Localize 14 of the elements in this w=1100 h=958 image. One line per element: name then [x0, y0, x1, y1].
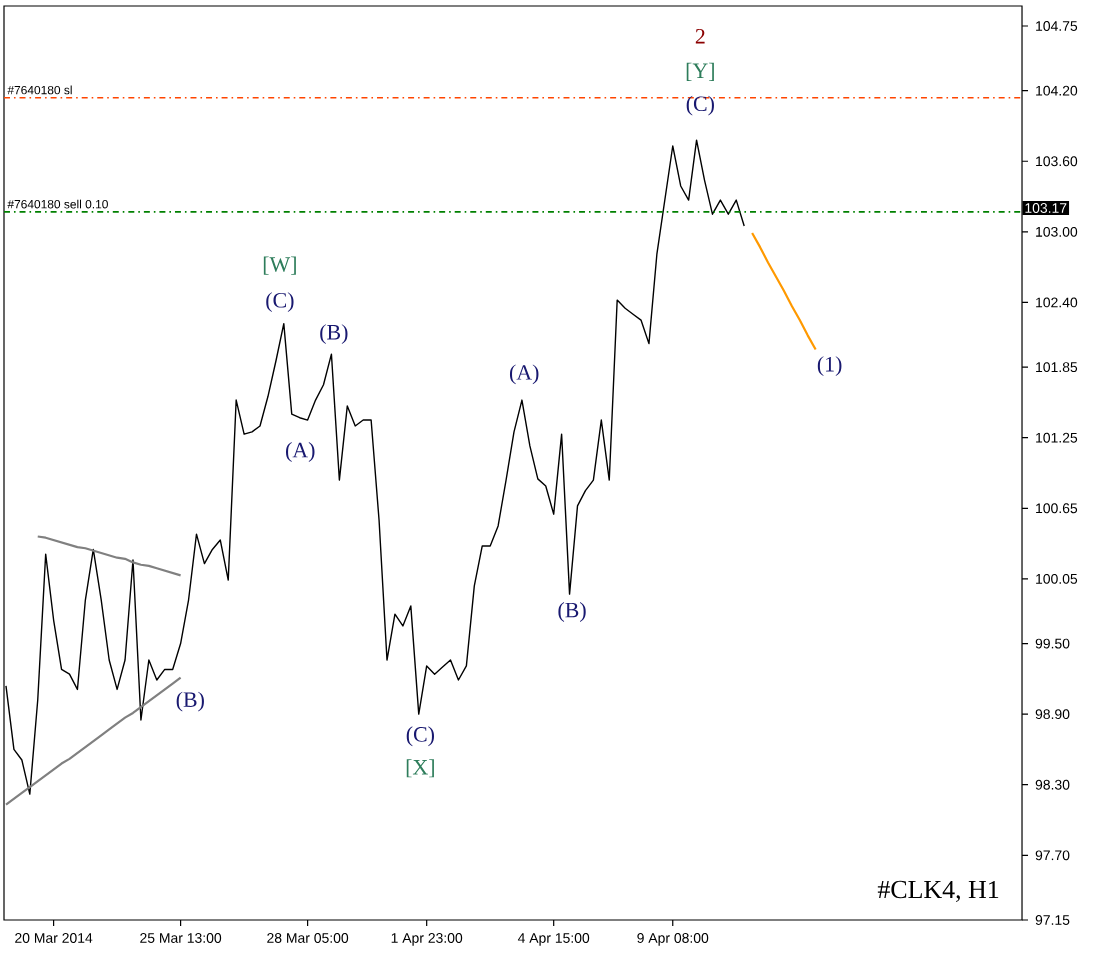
- annotation: (C): [266, 292, 294, 313]
- annotation: [Y]: [686, 62, 714, 81]
- annotation: (B): [558, 602, 586, 622]
- text: #CLK4, H1: [877, 880, 999, 903]
- annotation: (B): [176, 691, 204, 712]
- annotation: [W]: [263, 256, 296, 275]
- annotation: 2: [695, 28, 705, 44]
- annotation: (1): [817, 356, 842, 377]
- annotation: (A): [509, 364, 539, 385]
- annotation: [X]: [406, 759, 434, 778]
- annotation: (A): [286, 442, 315, 462]
- annotation: (B): [320, 324, 348, 345]
- annotation: (C): [686, 95, 714, 116]
- annotation: (C): [406, 726, 435, 747]
